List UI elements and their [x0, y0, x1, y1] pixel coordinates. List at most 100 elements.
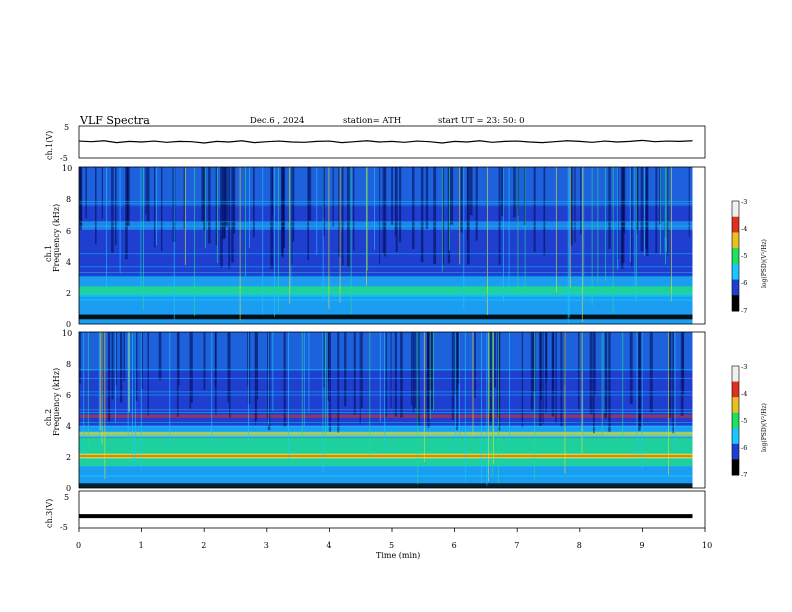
ch1-spec-dark-streak — [353, 167, 355, 251]
ch2-cbar-label: log(PSD)(V²/Hz) — [761, 403, 768, 452]
ch1-spec-sferic — [106, 167, 108, 295]
ch2-spec-dark-streak — [456, 332, 458, 397]
ch1-spec-sferic — [664, 167, 666, 252]
figure-title: VLF Spectra — [79, 114, 150, 127]
ch1-spec-sferic — [660, 167, 661, 255]
ch1-cbar-tick-m7: -7 — [741, 307, 747, 315]
ch1-spec-sferic — [216, 167, 218, 264]
ch2-spec-dark-streak — [454, 332, 456, 395]
ch2-spec-sferic — [98, 332, 100, 450]
ch1-spec-dark-streak — [391, 167, 393, 225]
ch2-spec-dark-streak — [668, 332, 672, 418]
ch1-spec-dark-streak — [655, 167, 658, 254]
colorbar-segment — [732, 459, 739, 476]
ch1-spec-sferic — [119, 167, 121, 274]
ch1-spec-sferic — [517, 167, 519, 292]
ch2-spec-dark-streak — [344, 332, 347, 407]
ch1-spec-dark-streak — [399, 167, 402, 242]
ch2-spec-dark-streak — [682, 332, 685, 394]
ch2-spec-dark-streak — [411, 332, 413, 405]
ch2-spec-sferic — [459, 332, 461, 438]
ch1-spec-dark-streak — [290, 167, 293, 265]
ch1-spec-dark-streak — [252, 167, 255, 238]
ch2-spec-dark-streak — [539, 332, 542, 426]
ch1-spec-dark-streak — [233, 167, 236, 234]
ch1-spec-dark-streak — [338, 167, 341, 257]
ch1-spec-sferic — [459, 167, 461, 265]
ch2-spec-sferic — [169, 332, 171, 445]
ch1-spec-dark-streak — [220, 167, 223, 268]
ch1-spec-dark-streak — [533, 167, 536, 252]
ch2-spec-tone-line — [79, 409, 693, 411]
ch1-spec-dark-streak — [412, 167, 415, 250]
ch2-spec-dark-streak — [457, 332, 460, 384]
station-label: station= ATH — [343, 116, 401, 126]
ch2-spec-sferic — [641, 332, 643, 469]
ch2-spec-sferic — [127, 332, 129, 439]
ch2-spec-dark-streak — [638, 332, 642, 428]
ch1-spec-dark-streak — [222, 167, 225, 240]
ch2-spec-sferic — [601, 332, 603, 437]
ch1-spec-tone-line — [79, 295, 693, 297]
ch1-ylabel-frequency: Frequency (kHz) — [52, 204, 61, 272]
ch1-spec-sferic — [581, 167, 583, 322]
ch1-spec-dark-streak — [425, 167, 429, 229]
ch2-spectrogram-image — [79, 332, 693, 488]
ch1-ytick-8: 8 — [66, 195, 71, 204]
ch1-spec-dark-streak — [203, 167, 206, 231]
ch2-spec-band — [79, 483, 693, 488]
ch2-spec-dark-streak — [323, 332, 325, 388]
colorbar-segment — [732, 201, 739, 218]
ch2-spec-band — [79, 455, 693, 457]
ch1-ytick-6: 6 — [66, 227, 71, 236]
ch2-spec-dark-streak — [474, 332, 476, 398]
ch2-spec-dark-streak — [551, 332, 555, 417]
ch1-spec-dark-streak — [145, 167, 147, 215]
ch2-spec-dark-streak — [101, 332, 104, 396]
ch1-spec-dark-streak — [500, 167, 504, 217]
ch2-cbar-tick-m6: -6 — [741, 444, 747, 452]
ch2-spec-dark-streak — [283, 332, 286, 427]
ch3-ytick-5: 5 — [64, 493, 69, 502]
time-axis-tick-label: 2 — [201, 541, 206, 550]
ch1-spec-sferic — [262, 167, 264, 315]
ch2-ytick-8: 8 — [66, 360, 71, 369]
ch1-spectrogram-image — [79, 167, 693, 324]
ch1-spec-dark-streak — [79, 167, 83, 227]
ch2-spec-dark-streak — [255, 332, 258, 421]
ch1-spec-tone-line — [79, 275, 693, 277]
ch2-spec-dark-streak — [123, 332, 125, 381]
ch2-spec-sferic — [369, 332, 371, 457]
ch1-spec-sferic — [155, 167, 157, 246]
colorbar-segment — [732, 263, 739, 281]
ch2-spec-dark-streak — [176, 332, 179, 417]
colorbar-segment — [732, 232, 739, 249]
ch1-spec-dark-streak — [645, 167, 649, 257]
ch1-spec-dark-streak — [146, 167, 150, 222]
ch2-spec-dark-streak — [120, 332, 123, 403]
ch1-spec-tone-line — [79, 266, 693, 268]
time-axis-tick-label: 0 — [76, 541, 81, 550]
ch2-spectrogram-frame — [78, 331, 706, 489]
ch2-colorbar-frame — [731, 365, 740, 476]
colorbar-segment — [732, 428, 739, 445]
ch1-spec-dark-streak — [395, 167, 398, 252]
ch2-spec-dark-streak — [385, 332, 388, 418]
ch1-spec-sferic — [634, 167, 636, 300]
ch2-spec-sferic — [581, 332, 583, 454]
ch2-spec-sferic — [99, 332, 101, 430]
ch2-spec-sferic — [564, 332, 566, 474]
ch1-spec-sferic — [339, 167, 341, 303]
ch1-cbar-tick-m5: -5 — [741, 252, 747, 260]
ch2-spec-dark-streak — [451, 332, 454, 420]
colorbar-segment — [732, 216, 739, 233]
ch2-spec-dark-streak — [203, 332, 206, 390]
ch1-voltage-trace — [78, 139, 693, 144]
ch2-spec-sferic — [488, 332, 490, 411]
ch1-spec-dark-streak — [341, 167, 344, 266]
ch2-spec-dark-streak — [79, 332, 81, 384]
ch1-spec-dark-streak — [228, 167, 231, 269]
ch1-spec-sferic — [567, 167, 569, 324]
ch1-ytick-4: 4 — [66, 258, 71, 267]
ch1-spec-dark-streak — [667, 167, 669, 256]
